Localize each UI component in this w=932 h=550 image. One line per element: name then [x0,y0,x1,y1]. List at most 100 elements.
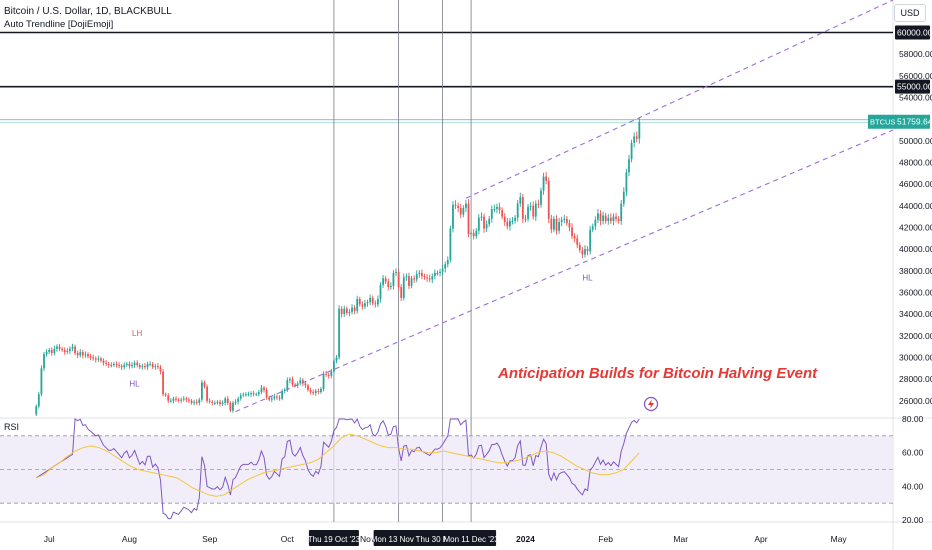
price-tick-label: 54000.00 [899,92,932,102]
candle [607,217,610,221]
candle [573,236,576,239]
date-tick-label: Jul [44,534,55,544]
candle [480,216,483,218]
candle [156,366,159,368]
candle [94,358,97,360]
candle [188,399,190,401]
candle [288,379,291,381]
candle [58,346,61,349]
candle [154,366,157,368]
candle [439,271,441,273]
candle [291,379,294,385]
candle [283,389,286,392]
candle [247,394,250,396]
candle [558,222,561,231]
candle [550,218,553,230]
candle [576,238,579,245]
candle [307,385,309,390]
candle [335,357,338,361]
candle [255,394,258,396]
candle [71,346,74,349]
candle [79,352,82,356]
candle [563,218,566,220]
indicator-title[interactable]: Auto Trendline [DojiEmoji] [4,19,114,30]
candle [633,136,636,143]
candle [332,360,335,372]
candle [100,358,102,361]
candle [260,387,263,393]
date-tick-label: May [831,534,848,544]
date-tick-label: Aug [122,534,137,544]
candle [123,365,126,368]
candle [136,362,139,366]
candle [92,357,95,359]
key-level-tag [895,79,930,94]
candle [617,218,620,221]
candle [519,197,522,204]
candle [102,360,105,363]
candle [475,230,478,237]
price-tick-label: 32000.00 [899,331,932,341]
candle [433,272,436,277]
candle [213,402,216,404]
candle [348,311,351,314]
price-tick-label: 28000.00 [899,374,932,384]
candle [594,219,597,227]
candle [304,383,307,386]
candle [635,136,638,139]
rsi-title[interactable]: RSI [4,422,20,432]
price-tick-label: 58000.00 [899,49,932,59]
candle [441,268,444,272]
candle [120,366,123,368]
candle [402,277,405,298]
candle [586,249,589,252]
candle [389,285,392,288]
price-tick-label: 50000.00 [899,136,932,146]
candle [514,217,516,221]
candle [465,203,467,208]
candle [615,216,617,219]
candle [146,363,149,368]
candle [356,298,359,311]
candle [545,176,548,181]
currency-button[interactable]: USD [894,4,926,22]
candle [413,278,416,280]
candle [63,349,66,353]
candle [138,365,141,368]
candle [242,394,245,396]
candle [521,197,524,219]
date-tick-label: Apr [754,534,767,544]
candle [159,367,162,372]
candle [325,373,328,375]
candle [45,352,48,355]
price-tick-label: 26000.00 [899,396,932,406]
candle [589,229,592,252]
candle [195,401,198,403]
annotation-text: Anticipation Builds for Bitcoin Halving … [497,365,818,382]
swing-label: HL [582,274,593,283]
candle [446,259,449,265]
trendline [235,129,894,413]
candle [53,348,56,354]
candle [281,391,284,399]
candle [125,363,128,366]
candle [361,304,364,307]
candle [314,391,317,394]
candle [226,398,229,403]
candle [470,232,472,234]
price-tick-label: 48000.00 [899,157,932,167]
candle [107,363,110,366]
candle [141,366,144,368]
candle [338,308,340,358]
candle [340,308,343,315]
candle [395,271,397,273]
candle [74,346,76,354]
candle [581,250,584,255]
candle [89,356,92,358]
candle [105,362,108,364]
candle [128,363,131,367]
candles [35,117,641,417]
price-tick-label: 36000.00 [899,287,932,297]
candle [252,393,255,395]
